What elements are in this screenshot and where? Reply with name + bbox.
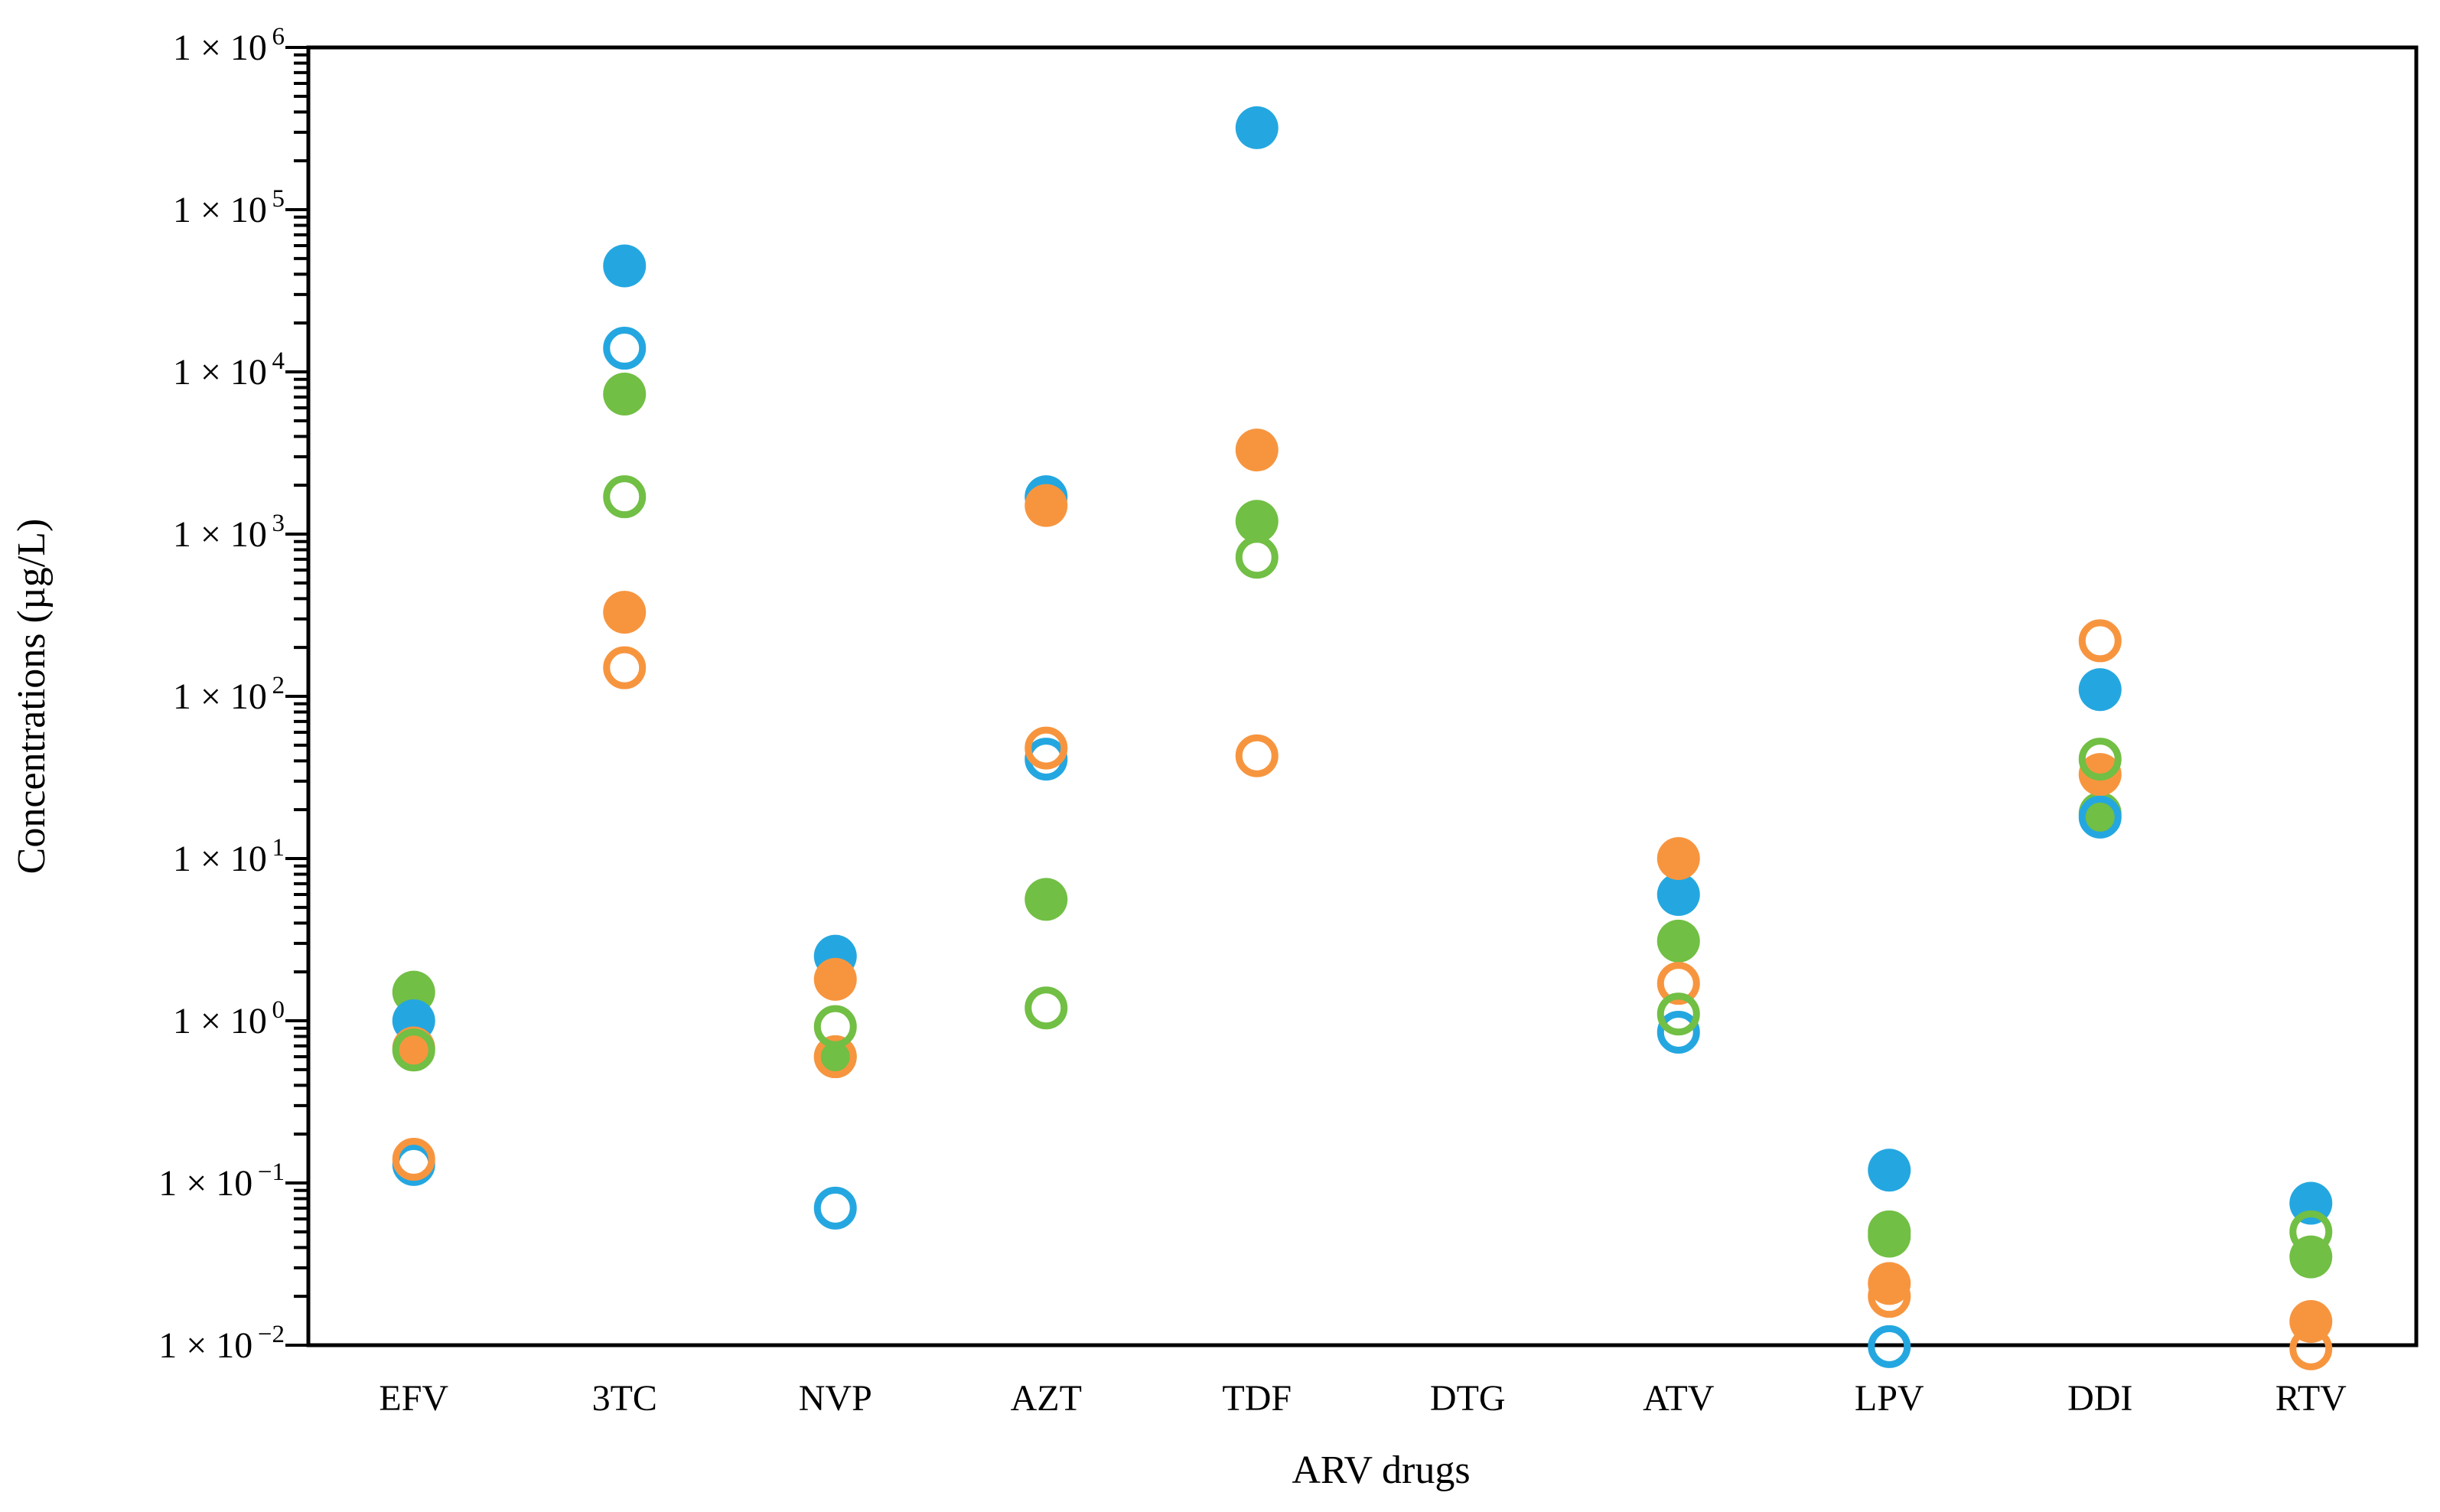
data-point-orange-filled-lpv [1868,1262,1911,1305]
data-point-blue-open-nvp [813,1186,857,1230]
x-category-label-azt: AZT [1011,1378,1082,1419]
y-axis-title: Concentrations (µg/L) [10,519,54,875]
data-point-green-open-tdf [1235,536,1279,579]
data-point-orange-open-azt [1025,726,1068,770]
data-point-blue-filled-3tc [603,244,647,288]
data-point-orange-open-lpv [1868,1275,1911,1318]
data-point-green-open-lpv [1868,1210,1911,1253]
data-point-blue-filled-atv [1657,873,1700,917]
data-point-orange-open-3tc [603,646,647,689]
data-point-orange-open-tdf [1235,734,1279,777]
y-tick-label: 1 × 10 2 [173,672,285,717]
x-category-label-dtg: DTG [1430,1378,1506,1419]
data-point-green-filled-azt [1025,878,1068,921]
data-point-green-open-3tc [603,475,647,519]
data-point-orange-filled-tdf [1235,429,1279,472]
data-point-green-filled-3tc [603,372,647,415]
x-category-label-nvp: NVP [799,1378,872,1419]
x-category-label-atv: ATV [1643,1378,1715,1419]
data-point-orange-open-ddi [2078,619,2122,663]
data-point-orange-filled-3tc [603,591,647,634]
data-point-blue-filled-tdf [1235,106,1279,149]
data-point-orange-open-nvp [813,1035,857,1079]
data-point-orange-open-efv [392,1138,435,1181]
data-point-green-open-nvp [813,1005,857,1048]
data-point-green-open-rtv [2289,1210,2333,1253]
data-point-blue-open-ddi [2078,795,2122,839]
data-point-blue-open-3tc [603,327,647,370]
y-tick-label: 1 × 10 4 [173,347,285,393]
x-category-label-efv: EFV [379,1378,448,1419]
data-point-orange-open-rtv [2289,1327,2333,1370]
x-category-label-lpv: LPV [1855,1378,1924,1419]
y-tick-label: 1 × 10 3 [173,510,285,555]
data-point-orange-filled-azt [1025,484,1068,527]
y-tick-label: 1 × 10 1 [173,834,285,879]
x-axis-title: ARV drugs [1292,1448,1470,1492]
x-category-label-3tc: 3TC [592,1378,657,1419]
data-point-blue-open-atv [1657,1010,1700,1054]
data-point-blue-filled-lpv [1868,1149,1911,1192]
y-tick-label: 1 × 10 0 [173,996,285,1041]
data-point-orange-open-atv [1657,962,1700,1005]
y-tick-label: 1 × 10 −1 [158,1158,285,1204]
y-tick-label: 1 × 10 5 [173,185,285,230]
data-point-green-open-azt [1025,986,1068,1030]
data-point-blue-filled-ddi [2078,668,2122,712]
data-point-orange-filled-nvp [813,957,857,1001]
data-point-green-open-efv [392,1028,435,1072]
x-category-label-tdf: TDF [1222,1378,1292,1419]
data-point-green-filled-atv [1657,919,1700,963]
data-point-orange-filled-atv [1657,837,1700,880]
y-tick-label: 1 × 10 6 [173,23,285,68]
x-category-label-ddi: DDI [2067,1378,2132,1419]
data-point-green-open-atv [1657,992,1700,1036]
data-point-green-open-ddi [2078,738,2122,781]
data-point-green-filled-tdf [1235,500,1279,543]
x-category-label-rtv: RTV [2275,1378,2347,1419]
y-tick-label: 1 × 10 −2 [158,1321,285,1366]
data-point-blue-open-lpv [1868,1325,1911,1368]
